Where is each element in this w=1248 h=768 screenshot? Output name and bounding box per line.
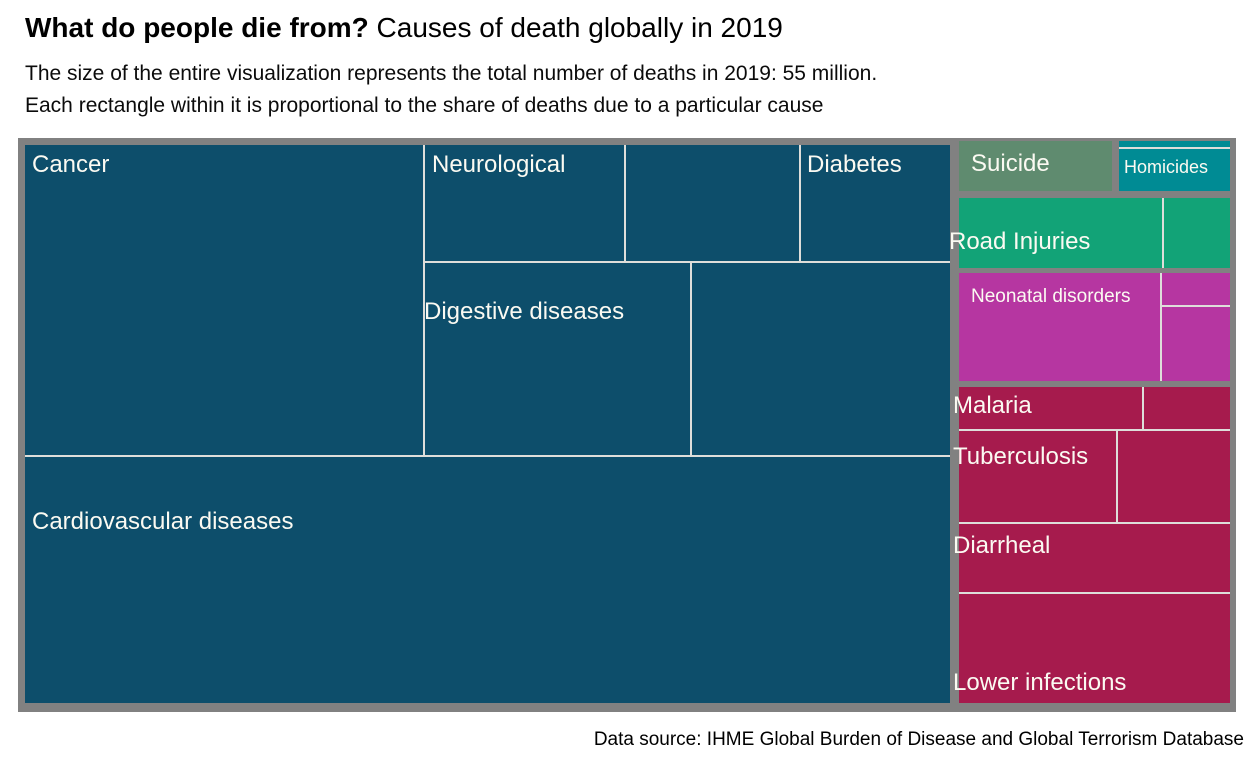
treemap-label-neurological: Neurological bbox=[432, 151, 566, 178]
treemap-label-road-injuries: Road Injuries bbox=[949, 228, 1091, 255]
div-homicides-terror bbox=[1119, 147, 1230, 149]
div-digestive-right bbox=[690, 262, 692, 456]
treemap-cell-cancer[interactable]: Cancer bbox=[25, 145, 424, 456]
treemap-cell-malaria[interactable]: Malaria bbox=[953, 387, 1230, 430]
treemap-label-lower-infections: Lower infections bbox=[953, 669, 1127, 696]
treemap-cell-ncd-unlabeled-a[interactable] bbox=[625, 145, 800, 262]
treemap-label-diarrheal: Diarrheal bbox=[953, 532, 1051, 559]
chart-description-line1: The size of the entire visualization rep… bbox=[25, 62, 878, 85]
treemap-cell-digestive-diseases[interactable]: Digestive diseases bbox=[424, 262, 691, 456]
treemap-cell-cardiovascular-diseases[interactable]: Cardiovascular diseases bbox=[25, 456, 950, 703]
div-malaria-bottom bbox=[959, 429, 1230, 431]
div-tb-sub bbox=[1116, 431, 1118, 523]
treemap-label-malaria: Malaria bbox=[953, 392, 1032, 419]
page-title-question: What do people die from? bbox=[25, 12, 369, 43]
div-tb-bottom bbox=[959, 522, 1230, 524]
chart-description: The size of the entire visualization rep… bbox=[25, 58, 877, 122]
div-road-sub bbox=[1162, 198, 1164, 268]
treemap-cell-ncd-unlabeled-b[interactable] bbox=[691, 262, 950, 456]
treemap-label-tuberculosis: Tuberculosis bbox=[953, 443, 1089, 470]
div-malaria-sub bbox=[1142, 387, 1144, 429]
chart-description-line2: Each rectangle within it is proportional… bbox=[25, 94, 824, 117]
div-cardio-top bbox=[25, 455, 950, 457]
data-source-note: Data source: IHME Global Burden of Disea… bbox=[593, 729, 1244, 750]
div-neonatal-sub-h bbox=[1162, 305, 1230, 307]
div-diabetes-left bbox=[799, 145, 801, 262]
treemap-label-diabetes: Diabetes bbox=[807, 151, 902, 178]
treemap-label-cardiovascular-diseases: Cardiovascular diseases bbox=[32, 508, 294, 535]
treemap-cell-road-injuries[interactable]: Road Injuries bbox=[949, 198, 1230, 268]
treemap-cell-suicide[interactable]: Suicide bbox=[959, 141, 1112, 191]
div-diarrheal-bottom bbox=[959, 592, 1230, 594]
treemap-cell-neonatal-disorders[interactable]: Neonatal disorders bbox=[959, 273, 1230, 381]
div-neuro-right bbox=[624, 145, 626, 262]
treemap-label-cancer: Cancer bbox=[32, 151, 110, 178]
page-title-subject: Causes of death globally in 2019 bbox=[368, 12, 783, 43]
treemap-cell-tuberculosis[interactable]: Tuberculosis bbox=[953, 430, 1230, 523]
div-cancer-right bbox=[423, 145, 425, 456]
treemap-label-suicide: Suicide bbox=[971, 150, 1050, 177]
treemap-cell-neurological[interactable]: Neurological bbox=[424, 145, 625, 262]
page-title: What do people die from? Causes of death… bbox=[25, 11, 783, 45]
treemap-cell-diarrheal[interactable]: Diarrheal bbox=[953, 523, 1230, 593]
treemap-label-homicides: Homicides bbox=[1124, 157, 1209, 177]
treemap-label-digestive-diseases: Digestive diseases bbox=[424, 298, 625, 325]
div-row1-bottom bbox=[424, 261, 950, 263]
div-neonatal-sub-v bbox=[1160, 273, 1162, 381]
treemap-cell-lower-infections[interactable]: Lower infections bbox=[953, 593, 1230, 703]
treemap-label-neonatal-disorders: Neonatal disorders bbox=[971, 286, 1131, 307]
treemap-cell-diabetes[interactable]: Diabetes bbox=[800, 145, 950, 262]
treemap-chart: Cancer Neurological Diabetes Digestive dise… bbox=[18, 138, 1236, 712]
